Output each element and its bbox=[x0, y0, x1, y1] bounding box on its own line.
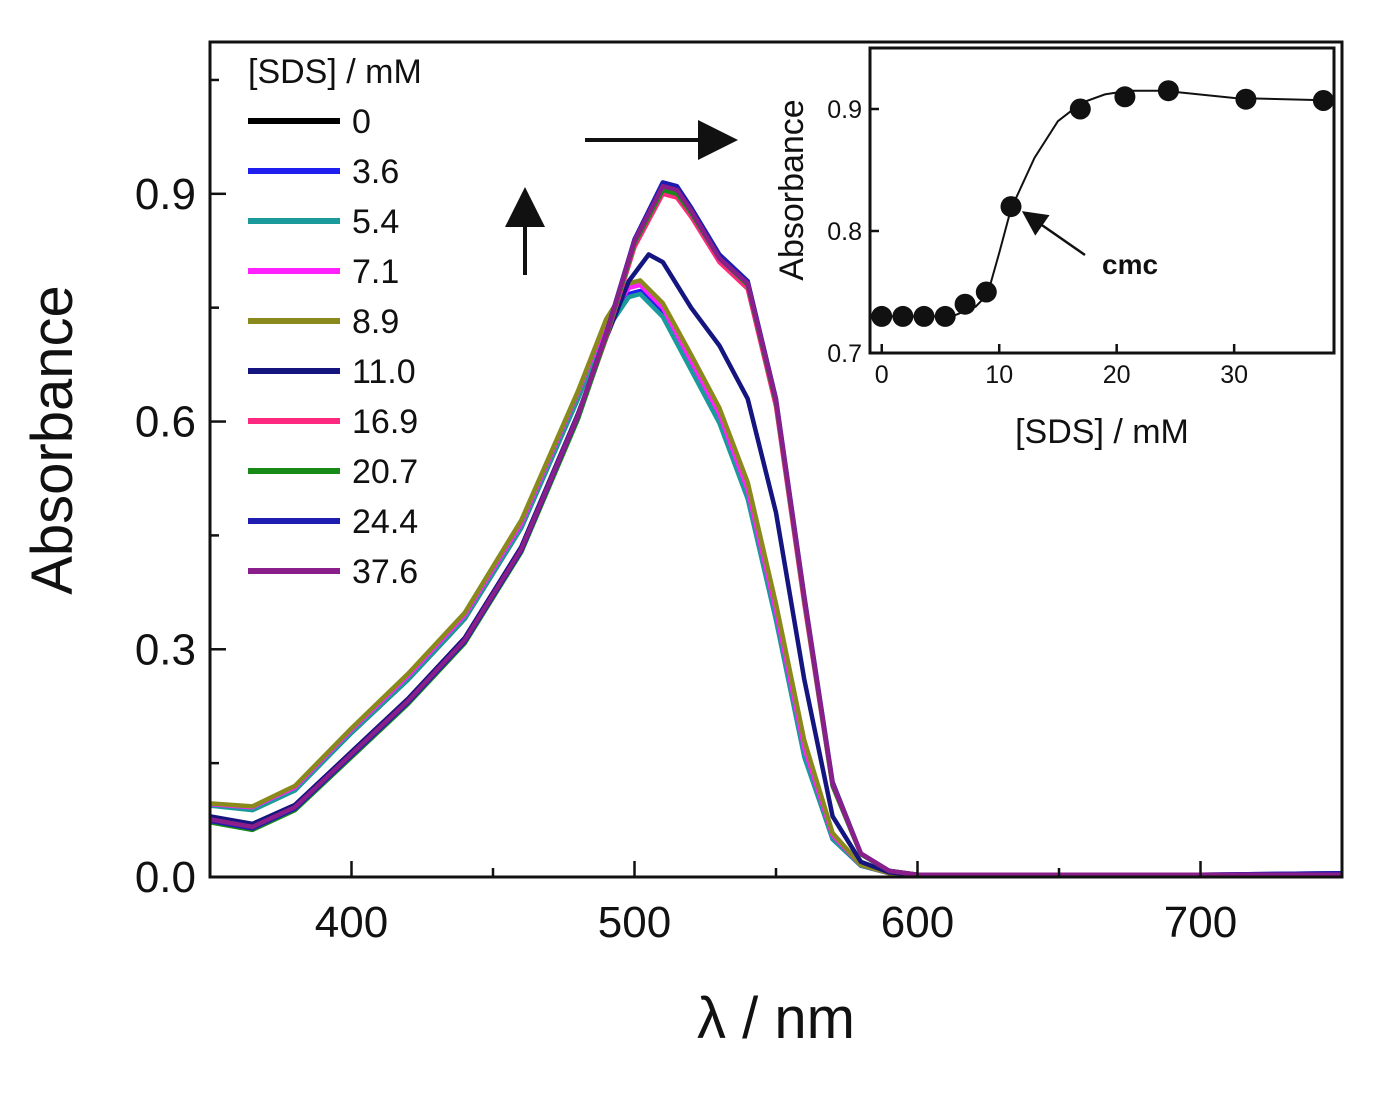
inset-data-point bbox=[1312, 90, 1334, 111]
inset-data-point bbox=[975, 281, 997, 303]
y-tick-label-0.6: 0.6 bbox=[135, 398, 196, 447]
inset-x-axis-label: [SDS] / mM bbox=[1015, 413, 1189, 451]
y-tick-label-0: 0.0 bbox=[135, 853, 196, 902]
inset-y-tick-label-0.7: 0.7 bbox=[827, 340, 862, 368]
inset-data-point bbox=[1114, 86, 1136, 108]
main-x-axis-label: λ / nm bbox=[697, 986, 855, 1051]
inset-fit-curve-group bbox=[881, 89, 1335, 318]
inset-data-point bbox=[1157, 80, 1179, 102]
main-axis-ticks: 400 500 600 700 0.0 0.3 0.6 0.9 bbox=[135, 78, 1344, 947]
inset-plot-frame bbox=[868, 46, 1336, 355]
main-y-axis-label: Absorbance bbox=[20, 285, 85, 595]
inset-fit-curve bbox=[881, 89, 1335, 318]
y-tick-label-0.3: 0.3 bbox=[135, 625, 196, 674]
inset-data-point bbox=[1069, 98, 1091, 120]
x-tick-label-500: 500 bbox=[598, 898, 671, 947]
legend-label-5.4: 5.4 bbox=[352, 203, 399, 241]
inset-data-point bbox=[913, 305, 935, 327]
inset-y-tick-label-0.9: 0.9 bbox=[827, 96, 862, 124]
legend-label-11.0: 11.0 bbox=[352, 353, 416, 391]
inset-background bbox=[870, 48, 1334, 353]
inset-y-tick-label-0.8: 0.8 bbox=[827, 218, 862, 246]
inset-data-point bbox=[871, 305, 893, 327]
legend-label-37.6: 37.6 bbox=[352, 553, 418, 591]
legend: [SDS] / mM 0 3.6 5.4 7.1 8.9 11.0 16.9 20.7 24.4… bbox=[248, 53, 422, 591]
legend-label-3.6: 3.6 bbox=[352, 153, 399, 191]
inset-x-tick-label-10: 10 bbox=[985, 361, 1013, 389]
legend-label-7.1: 7.1 bbox=[352, 253, 399, 291]
legend-label-0: 0 bbox=[352, 103, 371, 141]
legend-label-8.9: 8.9 bbox=[352, 303, 399, 341]
inset-points-group bbox=[871, 80, 1334, 327]
y-tick-label-0.9: 0.9 bbox=[135, 170, 196, 219]
inset-axis-ticks: 0 10 20 30 0.7 0.8 0.9 bbox=[827, 96, 1248, 389]
inset-data-point bbox=[1000, 196, 1022, 218]
x-tick-label-600: 600 bbox=[881, 898, 954, 947]
inset-data-point bbox=[892, 305, 914, 327]
inset-data-point bbox=[934, 305, 956, 327]
inset-x-tick-label-30: 30 bbox=[1220, 361, 1248, 389]
inset-x-tick-label-0: 0 bbox=[875, 361, 889, 389]
inset-x-tick-label-20: 20 bbox=[1103, 361, 1131, 389]
cmc-arrow bbox=[1021, 211, 1086, 257]
legend-label-20.7: 20.7 bbox=[352, 453, 418, 491]
legend-label-24.4: 24.4 bbox=[352, 503, 418, 541]
x-tick-label-400: 400 bbox=[315, 898, 388, 947]
inset-y-axis-label: Absorbance bbox=[773, 99, 811, 280]
inset-data-point bbox=[954, 293, 976, 315]
x-tick-label-700: 700 bbox=[1164, 898, 1237, 947]
legend-title: [SDS] / mM bbox=[248, 53, 422, 91]
cmc-label: cmc bbox=[1102, 249, 1158, 280]
inset-data-point bbox=[1235, 88, 1257, 110]
legend-label-16.9: 16.9 bbox=[352, 403, 418, 441]
